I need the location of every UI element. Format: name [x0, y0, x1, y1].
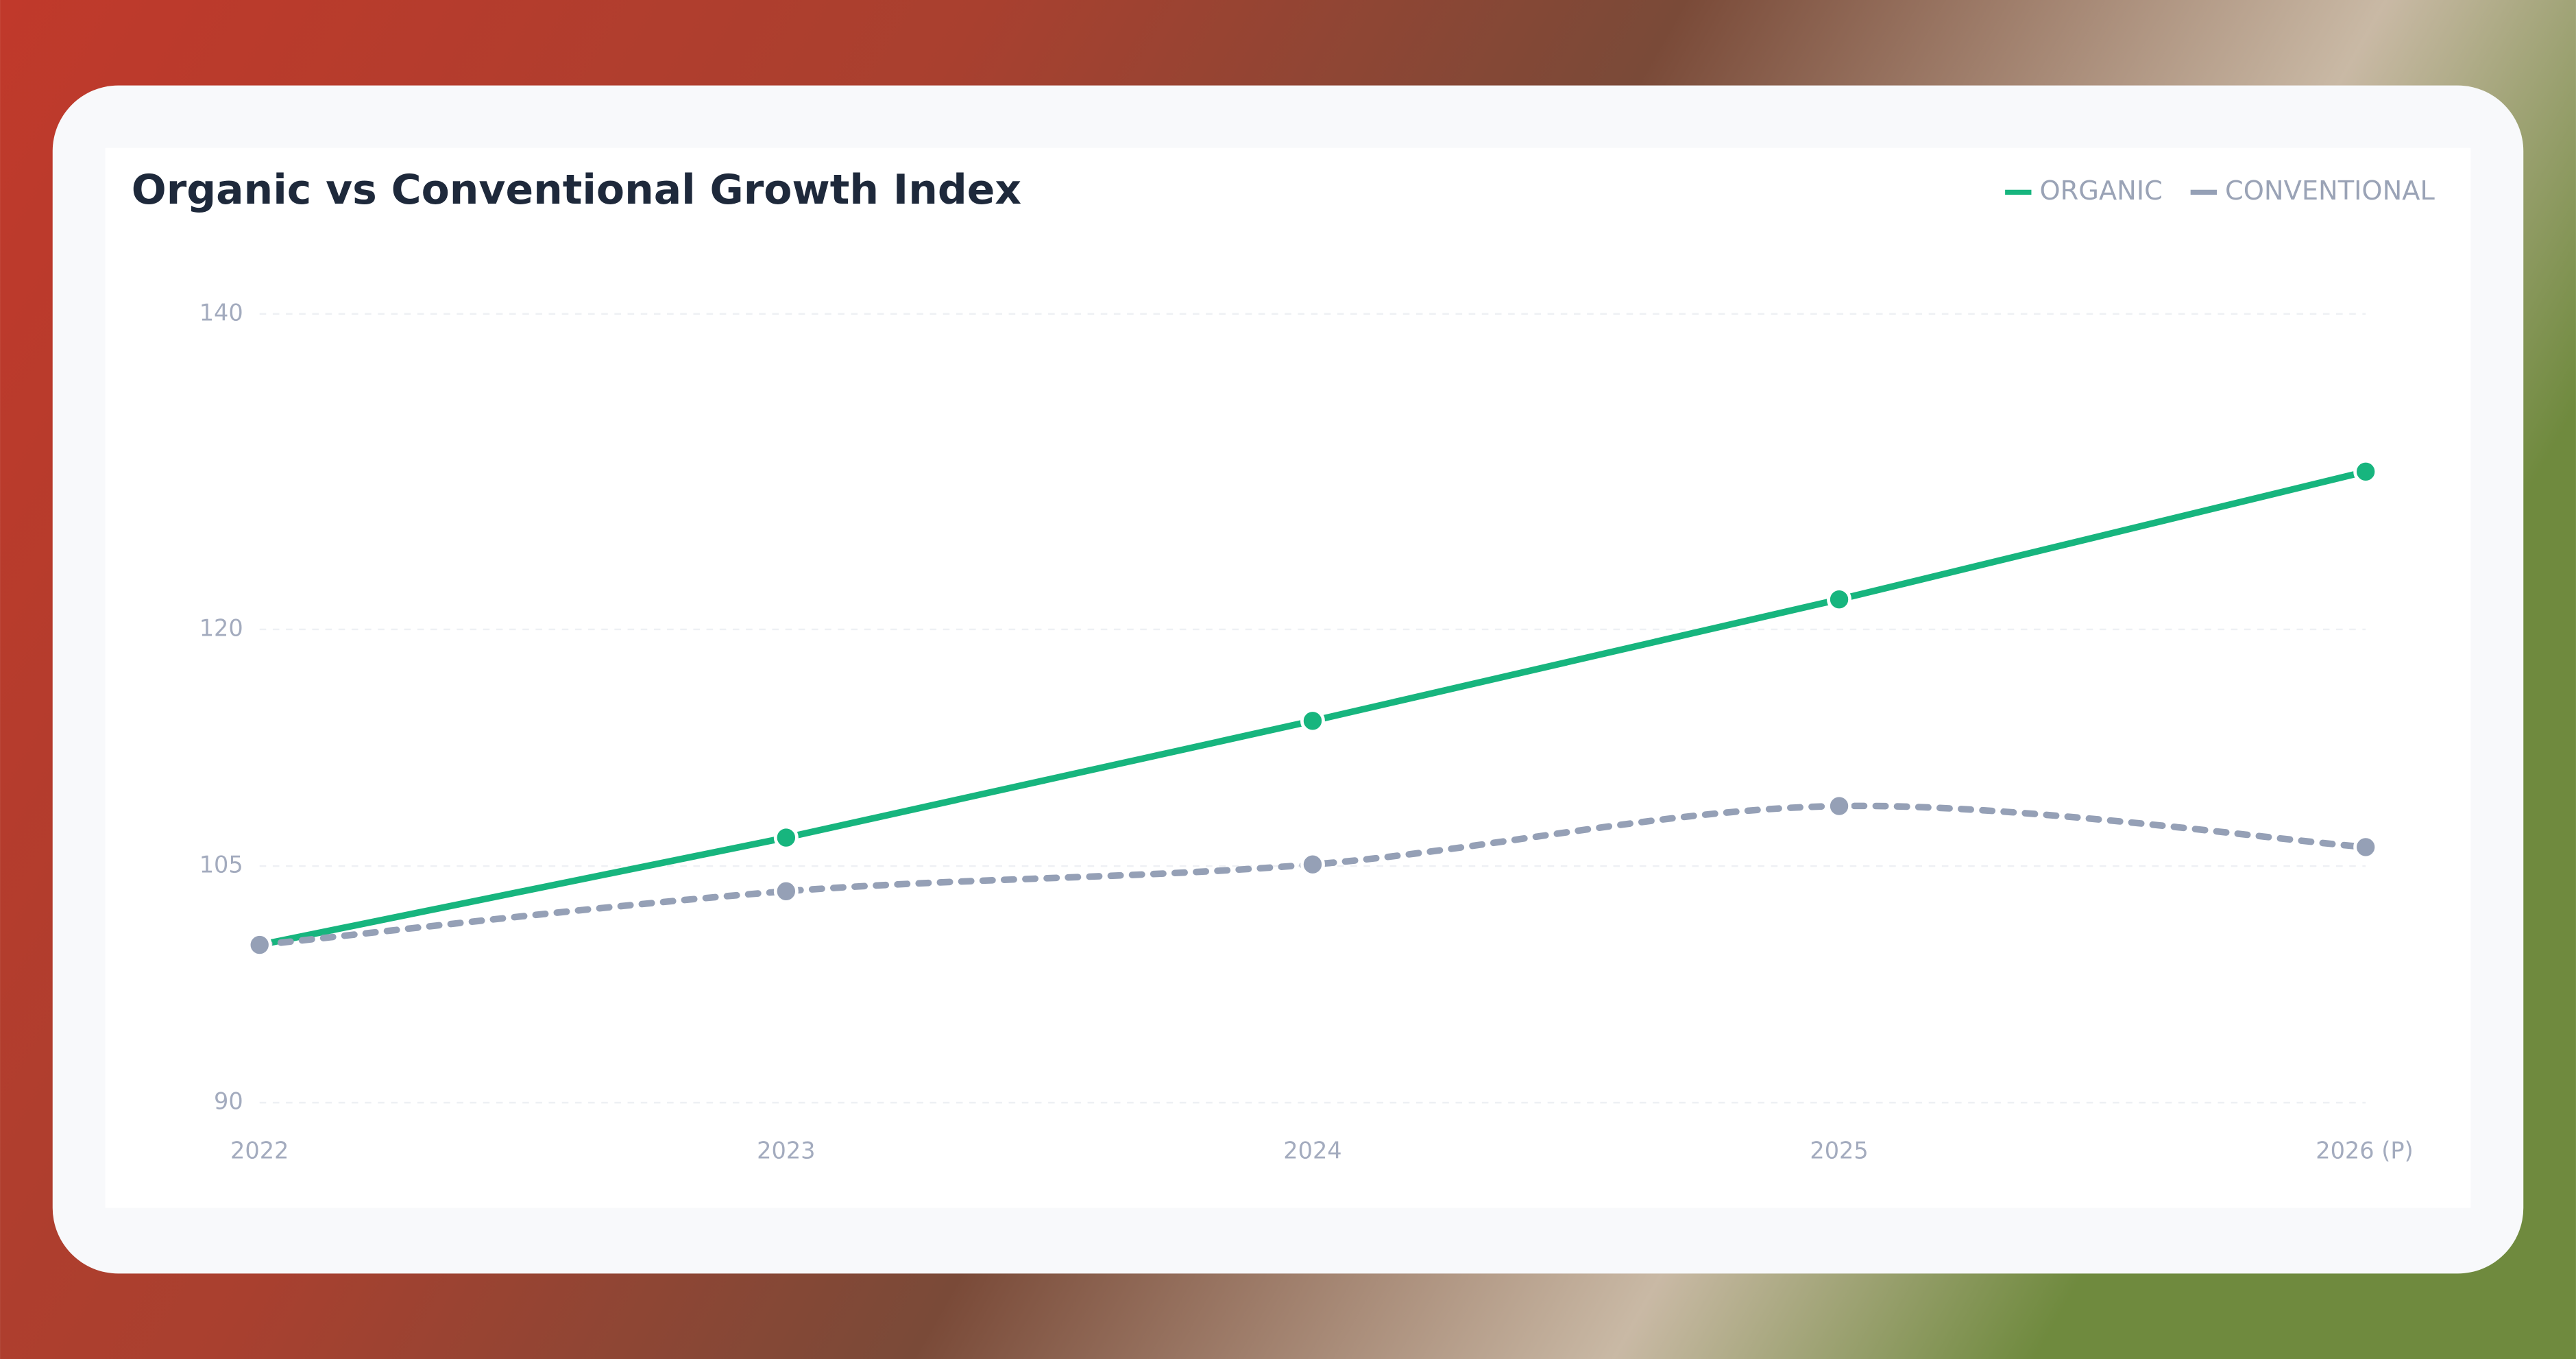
y-tick-label: 90	[214, 1088, 243, 1115]
data-point	[1827, 793, 1852, 819]
data-point	[247, 933, 272, 958]
y-tick-label: 120	[199, 614, 243, 641]
data-point	[773, 878, 799, 904]
data-point	[2353, 459, 2379, 484]
y-tick-label: 105	[199, 852, 243, 878]
data-point	[1827, 587, 1852, 612]
y-tick-label: 140	[199, 299, 243, 326]
x-tick-label: 2026 (P)	[2316, 1138, 2413, 1164]
chart-panel	[105, 147, 2471, 1208]
data-point	[1300, 852, 1325, 877]
chart-title: Organic vs Conventional Growth Index	[132, 166, 1021, 214]
x-tick-label: 2023	[757, 1138, 815, 1164]
x-tick-label: 2024	[1283, 1138, 1341, 1164]
data-point	[773, 825, 799, 850]
legend-label: ORGANIC	[2039, 176, 2162, 206]
x-tick-label: 2025	[1810, 1138, 1868, 1164]
x-tick-label: 2022	[230, 1138, 289, 1164]
data-point	[2353, 834, 2379, 860]
data-point	[1300, 708, 1325, 734]
legend-label: CONVENTIONAL	[2225, 176, 2435, 206]
